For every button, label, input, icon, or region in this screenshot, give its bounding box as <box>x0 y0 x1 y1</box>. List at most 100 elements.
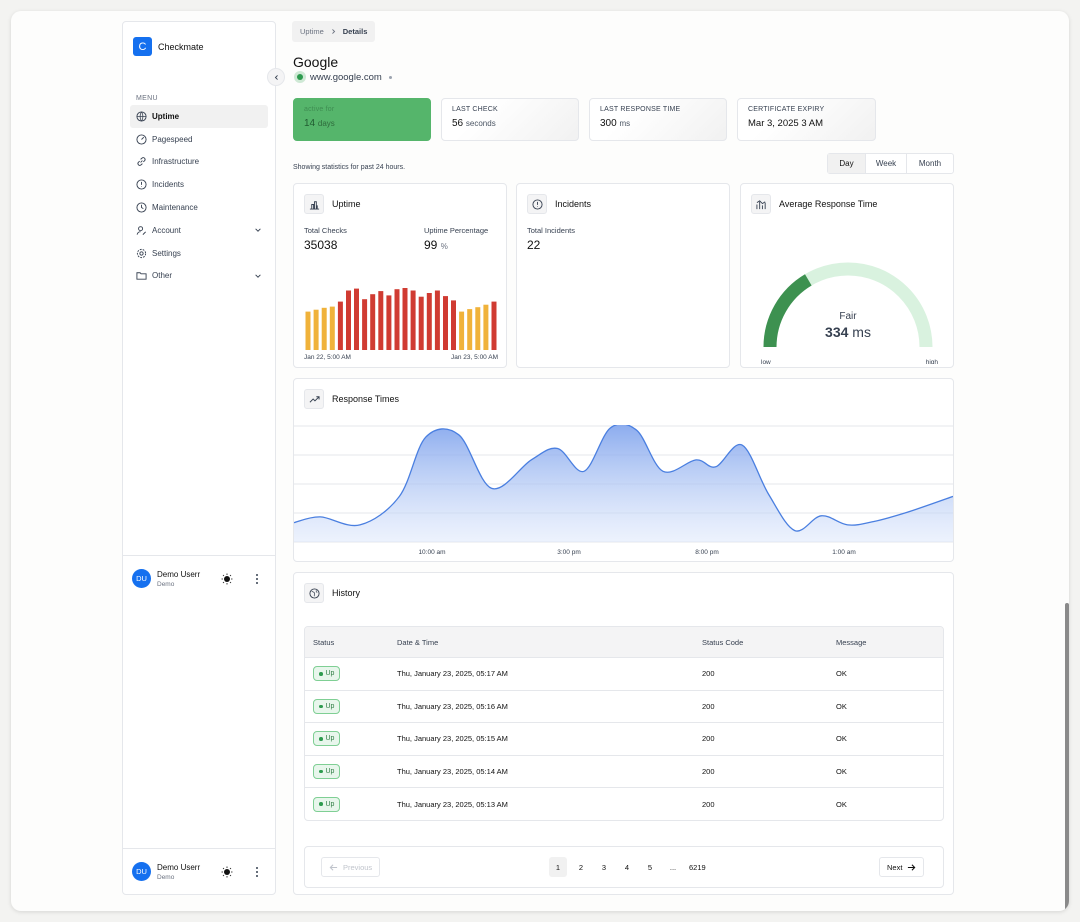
stat-value: 300 ms <box>600 118 631 129</box>
status-badge: Up <box>313 666 341 682</box>
stat-value: Mar 3, 2025 3 AM <box>748 118 823 129</box>
collapse-sidebar-button[interactable] <box>267 68 285 86</box>
page-button[interactable]: 5 <box>647 862 653 872</box>
uptime-bar[interactable] <box>313 309 319 350</box>
more-options-icon[interactable] <box>253 866 261 878</box>
app-logo[interactable]: C Checkmate <box>133 37 204 56</box>
sidebar-item-other[interactable]: Other <box>130 265 268 288</box>
response-line[interactable] <box>294 425 953 532</box>
monitor-url-row: www.google.com <box>294 71 392 83</box>
status-cell: Up <box>305 666 397 682</box>
range-month-button[interactable]: Month <box>906 154 953 173</box>
sidebar-item-settings[interactable]: Settings <box>130 242 268 265</box>
column-header[interactable]: Status <box>313 637 335 647</box>
uptime-bar[interactable] <box>329 306 335 350</box>
more-options-icon[interactable] <box>253 573 261 585</box>
avatar[interactable]: DU <box>132 569 151 588</box>
table-row[interactable]: Up Thu, January 23, 2025, 05:17 AM 200 O… <box>305 657 943 690</box>
folder-icon <box>136 272 147 281</box>
table-row[interactable]: Up Thu, January 23, 2025, 05:15 AM 200 O… <box>305 722 943 755</box>
axis-end-label: Jan 23, 5:00 AM <box>451 354 498 361</box>
sidebar-item-uptime[interactable]: Uptime <box>130 105 268 128</box>
uptime-bar[interactable] <box>394 289 400 350</box>
table-row[interactable]: Up Thu, January 23, 2025, 05:14 AM 200 O… <box>305 754 943 788</box>
user-menu[interactable]: DU Demo Userr Demo <box>123 555 275 601</box>
next-page-button[interactable]: Next <box>879 857 925 877</box>
history-globe-icon <box>308 587 320 599</box>
page-button[interactable]: 2 <box>578 862 584 872</box>
range-week-button[interactable]: Week <box>865 154 906 173</box>
uptime-bar[interactable] <box>418 296 424 350</box>
uptime-bar[interactable] <box>410 290 416 351</box>
total-checks: Total Checks 35038 <box>304 226 347 252</box>
user-role: Demo <box>157 580 175 588</box>
sidebar-item-infrastructure[interactable]: Infrastructure <box>130 151 268 174</box>
user-edit-icon <box>136 226 146 235</box>
card-header: Incidents <box>527 194 591 214</box>
status-cell: Up <box>305 796 397 812</box>
scrollbar[interactable] <box>1065 603 1069 911</box>
uptime-bar[interactable] <box>483 304 489 350</box>
card-header: Response Times <box>304 389 399 409</box>
user-menu-bottom[interactable]: DU Demo Userr Demo <box>123 848 275 894</box>
status-indicator <box>294 71 306 83</box>
axis-start-label: Jan 22, 5:00 AM <box>304 354 351 361</box>
uptime-bar[interactable] <box>337 301 343 350</box>
previous-page-button[interactable]: Previous <box>321 857 381 877</box>
uptime-bar[interactable] <box>378 291 384 350</box>
uptime-bar[interactable] <box>443 296 448 350</box>
logo-icon: C <box>133 37 152 56</box>
uptime-bar[interactable] <box>370 294 376 350</box>
status-badge: Up <box>313 698 341 714</box>
table-row[interactable]: Up Thu, January 23, 2025, 05:13 AM 200 O… <box>305 787 943 820</box>
uptime-bar[interactable] <box>491 301 497 350</box>
status-code-cell: 200 <box>702 767 715 777</box>
range-day-button[interactable]: Day <box>828 154 865 173</box>
table-header-row: Status Date & Time Status Code Message <box>305 627 943 657</box>
uptime-bar[interactable] <box>321 307 327 350</box>
alert-circle-icon <box>136 179 147 190</box>
theme-toggle-icon[interactable] <box>221 573 233 585</box>
status-code-cell: 200 <box>702 734 715 744</box>
uptime-bar[interactable] <box>354 288 359 350</box>
sidebar-item-label: Maintenance <box>152 203 198 213</box>
uptime-bar[interactable] <box>459 311 465 350</box>
uptime-bar[interactable] <box>434 290 440 351</box>
column-header[interactable]: Date & Time <box>397 637 439 647</box>
uptime-bar[interactable] <box>346 290 351 351</box>
uptime-bar[interactable] <box>362 299 368 350</box>
uptime-bar[interactable] <box>451 300 456 350</box>
table-row[interactable]: Up Thu, January 23, 2025, 05:16 AM 200 O… <box>305 689 943 723</box>
uptime-bar[interactable] <box>426 293 432 350</box>
uptime-bar[interactable] <box>386 295 392 350</box>
status-cell: Up <box>305 698 397 714</box>
breadcrumb-parent[interactable]: Uptime <box>300 27 324 36</box>
page-button[interactable]: 3 <box>601 862 607 872</box>
page-button[interactable]: 6219 <box>689 862 706 872</box>
uptime-bar[interactable] <box>467 309 473 350</box>
uptime-bar[interactable] <box>402 288 408 350</box>
uptime-bar[interactable] <box>475 307 481 350</box>
column-header[interactable]: Message <box>836 637 867 647</box>
app-window: C Checkmate MENU Uptime Pagespeed Infras… <box>11 11 1069 911</box>
status-badge: Up <box>313 764 341 780</box>
theme-toggle-icon[interactable] <box>221 866 233 878</box>
datetime-cell: Thu, January 23, 2025, 05:15 AM <box>397 734 508 744</box>
uptime-bar[interactable] <box>305 311 311 350</box>
column-header[interactable]: Status Code <box>702 637 744 647</box>
total-incidents-value: 22 <box>527 238 541 252</box>
uptime-percentage-value: 99 % <box>424 238 448 252</box>
sidebar-item-label: Incidents <box>152 180 185 190</box>
sidebar-item-maintenance[interactable]: Maintenance <box>130 196 268 219</box>
sidebar-item-incidents[interactable]: Incidents <box>130 173 268 196</box>
datetime-cell: Thu, January 23, 2025, 05:14 AM <box>397 767 508 777</box>
page-button[interactable]: 4 <box>624 862 630 872</box>
stat-certificate-expiry: CERTIFICATE EXPIRY Mar 3, 2025 3 AM <box>737 98 876 141</box>
page-button[interactable]: 1 <box>549 857 567 877</box>
sidebar-item-account[interactable]: Account <box>130 219 268 242</box>
sidebar-item-pagespeed[interactable]: Pagespeed <box>130 128 268 151</box>
gauge-high-label: high <box>926 359 939 364</box>
avatar[interactable]: DU <box>132 862 151 881</box>
response-times-chart: 10:00 am 3:00 pm 8:00 pm 1:00 am <box>294 425 953 556</box>
chevron-down-icon <box>255 274 261 278</box>
